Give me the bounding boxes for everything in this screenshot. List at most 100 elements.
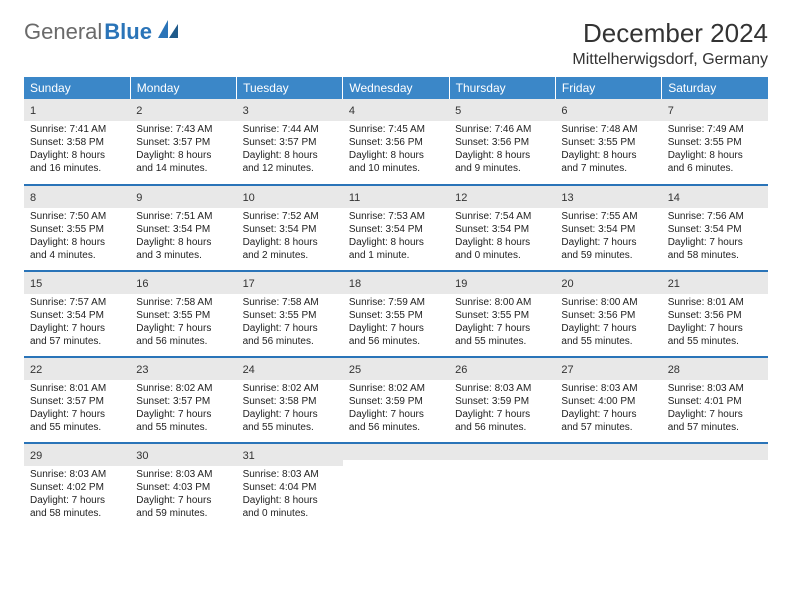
calendar-day-cell: 22Sunrise: 8:01 AMSunset: 3:57 PMDayligh…: [24, 357, 130, 443]
daylight-text: Daylight: 8 hours and 4 minutes.: [30, 236, 124, 262]
daylight-text: Daylight: 7 hours and 56 minutes.: [349, 322, 443, 348]
sunrise-text: Sunrise: 7:44 AM: [243, 123, 337, 136]
calendar-day-cell: 15Sunrise: 7:57 AMSunset: 3:54 PMDayligh…: [24, 271, 130, 357]
calendar-day-cell: 31Sunrise: 8:03 AMSunset: 4:04 PMDayligh…: [237, 443, 343, 529]
daylight-text: Daylight: 8 hours and 2 minutes.: [243, 236, 337, 262]
calendar-day-cell: 25 Sunrise: 8:02 AMSunset: 3:59 PMDayligh…: [343, 357, 449, 443]
calendar-day-cell: 8Sunrise: 7:50 AMSunset: 3:55 PMDaylight…: [24, 185, 130, 271]
sunset-text: Sunset: 3:56 PM: [561, 309, 655, 322]
day-number: 16: [136, 278, 148, 290]
calendar-day-cell: 11Sunrise: 7:53 AMSunset: 3:54 PMDayligh…: [343, 185, 449, 271]
sunset-text: Sunset: 3:59 PM: [349, 395, 443, 408]
sunrise-text: Sunrise: 8:02 AM: [243, 382, 337, 395]
calendar-day-cell: 6Sunrise: 7:48 AMSunset: 3:55 PMDaylight…: [555, 99, 661, 185]
sunrise-text: Sunrise: 8:03 AM: [561, 382, 655, 395]
sunrise-text: Sunrise: 8:01 AM: [30, 382, 124, 395]
daylight-text: Daylight: 7 hours and 57 minutes.: [30, 322, 124, 348]
sunrise-text: Sunrise: 7:55 AM: [561, 210, 655, 223]
sunrise-text: Sunrise: 8:00 AM: [561, 296, 655, 309]
sunset-text: Sunset: 3:57 PM: [136, 136, 230, 149]
calendar-day-cell: 19Sunrise: 8:00 AMSunset: 3:55 PMDayligh…: [449, 271, 555, 357]
sunrise-text: Sunrise: 8:03 AM: [30, 468, 124, 481]
sunset-text: Sunset: 3:54 PM: [243, 223, 337, 236]
sunset-text: Sunset: 3:55 PM: [243, 309, 337, 322]
day-number: 31: [243, 450, 255, 462]
day-number: 18: [349, 278, 361, 290]
day-number: 7: [668, 105, 674, 117]
calendar-day-cell: [449, 443, 555, 529]
calendar-day-cell: 20Sunrise: 8:00 AMSunset: 3:56 PMDayligh…: [555, 271, 661, 357]
sunset-text: Sunset: 3:55 PM: [349, 309, 443, 322]
sunrise-text: Sunrise: 8:02 AM: [349, 382, 443, 395]
calendar-week-row: 8Sunrise: 7:50 AMSunset: 3:55 PMDaylight…: [24, 185, 768, 271]
day-number: 29: [30, 450, 42, 462]
sunrise-text: Sunrise: 8:03 AM: [668, 382, 762, 395]
calendar-week-row: 22Sunrise: 8:01 AMSunset: 3:57 PMDayligh…: [24, 357, 768, 443]
calendar-day-cell: 27Sunrise: 8:03 AMSunset: 4:00 PMDayligh…: [555, 357, 661, 443]
sunrise-text: Sunrise: 7:45 AM: [349, 123, 443, 136]
calendar-week-row: 29Sunrise: 8:03 AMSunset: 4:02 PMDayligh…: [24, 443, 768, 529]
day-number: 10: [243, 192, 255, 204]
sunrise-text: Sunrise: 7:56 AM: [668, 210, 762, 223]
daylight-text: Daylight: 7 hours and 55 minutes.: [561, 322, 655, 348]
sunrise-text: Sunrise: 8:03 AM: [136, 468, 230, 481]
sunset-text: Sunset: 3:55 PM: [561, 136, 655, 149]
day-number: 19: [455, 278, 467, 290]
sunset-text: Sunset: 3:58 PM: [30, 136, 124, 149]
daylight-text: Daylight: 7 hours and 58 minutes.: [668, 236, 762, 262]
daylight-text: Daylight: 7 hours and 56 minutes.: [349, 408, 443, 434]
sunrise-text: Sunrise: 8:02 AM: [136, 382, 230, 395]
sunset-text: Sunset: 3:56 PM: [455, 136, 549, 149]
calendar-day-cell: [555, 443, 661, 529]
daylight-text: Daylight: 8 hours and 3 minutes.: [136, 236, 230, 262]
day-number: 8: [30, 192, 36, 204]
sunrise-text: Sunrise: 8:00 AM: [455, 296, 549, 309]
day-number: 5: [455, 105, 461, 117]
day-number: 13: [561, 192, 573, 204]
sunset-text: Sunset: 3:55 PM: [30, 223, 124, 236]
sunset-text: Sunset: 3:54 PM: [668, 223, 762, 236]
weekday-header: Monday: [130, 77, 236, 99]
daylight-text: Daylight: 7 hours and 55 minutes.: [30, 408, 124, 434]
day-number: 2: [136, 105, 142, 117]
sunrise-text: Sunrise: 7:58 AM: [243, 296, 337, 309]
sunset-text: Sunset: 3:55 PM: [136, 309, 230, 322]
weekday-header: Thursday: [449, 77, 555, 99]
sunset-text: Sunset: 4:00 PM: [561, 395, 655, 408]
sunset-text: Sunset: 3:55 PM: [455, 309, 549, 322]
daylight-text: Daylight: 8 hours and 7 minutes.: [561, 149, 655, 175]
location-label: Mittelherwigsdorf, Germany: [572, 51, 768, 69]
daylight-text: Daylight: 7 hours and 59 minutes.: [561, 236, 655, 262]
day-number: 9: [136, 192, 142, 204]
logo-text-general: General: [24, 19, 102, 45]
calendar-day-cell: 26Sunrise: 8:03 AMSunset: 3:59 PMDayligh…: [449, 357, 555, 443]
sunrise-text: Sunrise: 7:53 AM: [349, 210, 443, 223]
calendar-day-cell: 13Sunrise: 7:55 AMSunset: 3:54 PMDayligh…: [555, 185, 661, 271]
sunrise-text: Sunrise: 7:57 AM: [30, 296, 124, 309]
day-number: 15: [30, 278, 42, 290]
sunset-text: Sunset: 4:03 PM: [136, 481, 230, 494]
daylight-text: Daylight: 7 hours and 57 minutes.: [668, 408, 762, 434]
day-number: 12: [455, 192, 467, 204]
day-number: 21: [668, 278, 680, 290]
calendar-day-cell: 28Sunrise: 8:03 AMSunset: 4:01 PMDayligh…: [662, 357, 768, 443]
day-number: 25: [349, 364, 361, 376]
day-number: 24: [243, 364, 255, 376]
sunset-text: Sunset: 3:54 PM: [455, 223, 549, 236]
calendar-table: Sunday Monday Tuesday Wednesday Thursday…: [24, 77, 768, 529]
sunset-text: Sunset: 3:54 PM: [136, 223, 230, 236]
sunrise-text: Sunrise: 8:03 AM: [455, 382, 549, 395]
daylight-text: Daylight: 8 hours and 6 minutes.: [668, 149, 762, 175]
daylight-text: Daylight: 7 hours and 57 minutes.: [561, 408, 655, 434]
sunrise-text: Sunrise: 7:52 AM: [243, 210, 337, 223]
sunset-text: Sunset: 3:54 PM: [349, 223, 443, 236]
sunrise-text: Sunrise: 7:54 AM: [455, 210, 549, 223]
sunrise-text: Sunrise: 7:51 AM: [136, 210, 230, 223]
daylight-text: Daylight: 8 hours and 0 minutes.: [455, 236, 549, 262]
sunrise-text: Sunrise: 7:58 AM: [136, 296, 230, 309]
sunset-text: Sunset: 3:58 PM: [243, 395, 337, 408]
daylight-text: Daylight: 7 hours and 58 minutes.: [30, 494, 124, 520]
sunrise-text: Sunrise: 8:01 AM: [668, 296, 762, 309]
daylight-text: Daylight: 8 hours and 14 minutes.: [136, 149, 230, 175]
calendar-day-cell: 14Sunrise: 7:56 AMSunset: 3:54 PMDayligh…: [662, 185, 768, 271]
